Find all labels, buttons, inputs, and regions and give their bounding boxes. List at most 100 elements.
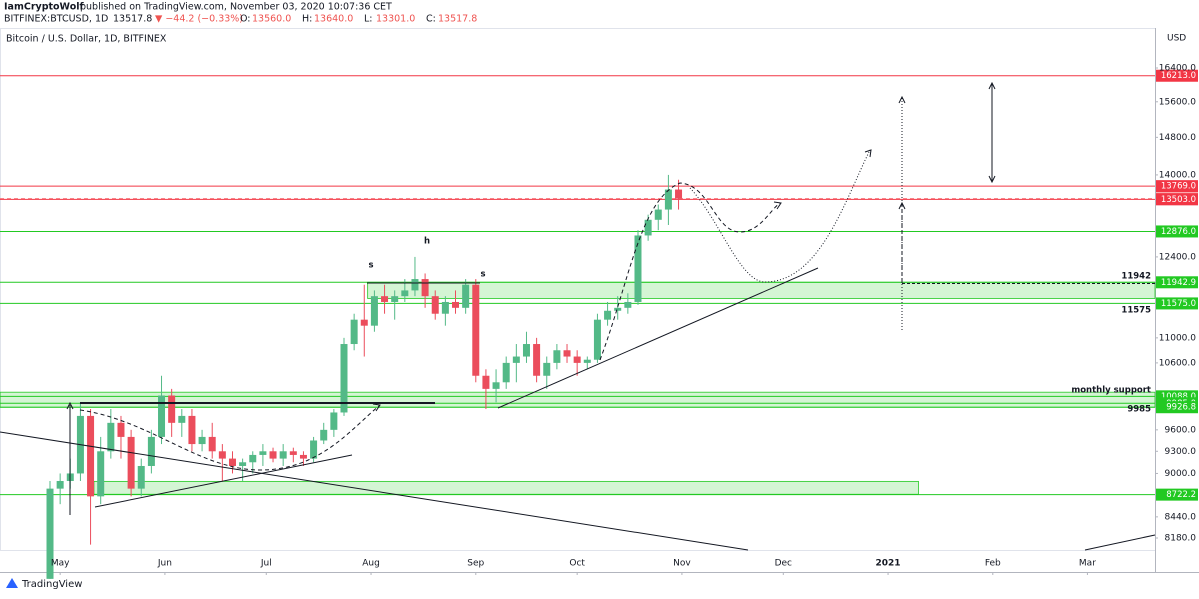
candle-body — [401, 290, 409, 297]
candle-body — [604, 310, 612, 320]
candle-body — [299, 454, 307, 459]
x-tick-label: Jul — [260, 559, 272, 569]
candle-body — [168, 395, 176, 423]
drawings — [0, 81, 1156, 551]
candle-body — [208, 436, 216, 452]
ohlc-value: 13301.0 — [376, 14, 415, 25]
candle-body — [543, 362, 551, 376]
y-tick-label: 8440.0 — [1165, 512, 1197, 522]
level-box — [1156, 401, 1198, 414]
candle-body — [644, 219, 652, 236]
candle-body — [411, 279, 419, 291]
candle-body — [522, 344, 530, 357]
candle-body — [675, 189, 683, 199]
candle-body — [340, 344, 348, 413]
ohlc-value: 13517.8 — [438, 14, 477, 25]
chart-title: Bitcoin / U.S. Dollar, 1D, BITFINEX — [6, 34, 167, 45]
author: IamCryptoWolf — [4, 2, 84, 13]
candle-body — [533, 344, 541, 376]
level-label: 9926.8 — [1166, 403, 1196, 413]
x-tick-label: Feb — [985, 559, 1001, 569]
candle-body — [553, 350, 561, 363]
candle-body — [381, 296, 389, 302]
candle-body — [330, 412, 338, 430]
ohlc-label: O: — [240, 14, 251, 25]
x-tick-label: Mar — [1079, 559, 1096, 569]
level-label: 13503.0 — [1161, 195, 1196, 205]
candle-body — [654, 209, 662, 220]
candle-body — [56, 480, 64, 489]
candle-body — [452, 301, 460, 308]
candle-body — [593, 319, 601, 360]
logo — [6, 578, 18, 588]
y-tick-label: 11000.0 — [1159, 333, 1196, 343]
level-label: 12876.0 — [1161, 227, 1196, 237]
candle-body — [239, 462, 247, 466]
zone — [367, 281, 1156, 299]
y-tick-label: 10600.0 — [1159, 358, 1196, 368]
y-tick-label: 12400.0 — [1159, 252, 1196, 262]
candle-body — [431, 296, 439, 314]
annotation: 11942 — [1121, 272, 1151, 282]
symbol: BITFINEX:BTCUSD, 1D — [4, 14, 108, 25]
y-tick-label: 15600.0 — [1159, 97, 1196, 107]
candle-body — [472, 284, 480, 376]
ohlc-value: 13640.0 — [314, 14, 353, 25]
level-label: 16213.0 — [1161, 71, 1196, 81]
candle-body — [563, 350, 571, 357]
candle-body — [370, 296, 378, 326]
x-tick-label: Nov — [673, 559, 691, 569]
brand: TradingView — [21, 579, 82, 590]
annotation: s — [368, 261, 373, 271]
annotation: monthly support — [1071, 386, 1151, 396]
candle-body — [634, 235, 642, 302]
candle-body — [198, 436, 206, 445]
x-tick-label: 2021 — [876, 559, 901, 569]
candle-body — [158, 395, 166, 437]
candle-body — [259, 451, 267, 455]
y-tick-label: 16400.0 — [1159, 63, 1196, 73]
last-price: 13517.8 — [113, 14, 152, 25]
level-label: 11942.9 — [1161, 278, 1196, 288]
candle-body — [624, 301, 632, 308]
level-box — [1156, 488, 1198, 501]
x-tick-label: Dec — [775, 559, 792, 569]
candle-body — [512, 356, 520, 363]
candle-body — [441, 301, 449, 314]
level-box — [1156, 225, 1198, 238]
candle-body — [249, 454, 257, 463]
ohlc: O: 13560.0 H: 13640.0 L: 13301.0 C: 13517.8 — [240, 14, 477, 25]
candle-body — [360, 319, 368, 326]
candle-body — [289, 451, 297, 455]
level-label: 10088.0 — [1161, 392, 1196, 402]
candle-body — [87, 415, 95, 497]
candle-body — [614, 307, 622, 311]
level-box — [1156, 69, 1198, 82]
x-tick-label: Jun — [157, 559, 172, 569]
candle-body — [46, 488, 54, 579]
candle-body — [147, 436, 155, 466]
published: published on TradingView.com, November 0… — [80, 2, 392, 13]
currency: USD — [1167, 34, 1186, 44]
candle-body — [583, 359, 591, 363]
level-label: 8722.2 — [1166, 490, 1196, 500]
candle-body — [482, 375, 490, 389]
y-tick-label: 8180.0 — [1165, 533, 1197, 543]
level-box — [1156, 297, 1198, 310]
level-box — [1156, 193, 1198, 206]
candle-body — [320, 429, 328, 441]
candle-body — [310, 440, 318, 459]
candle-body — [502, 362, 510, 383]
candle-body — [117, 422, 125, 437]
candle-body — [391, 296, 399, 302]
candle-body — [350, 319, 358, 345]
level-label: 11575.0 — [1161, 299, 1196, 309]
candle-body — [188, 415, 196, 445]
candle-body — [573, 356, 581, 363]
candle-body — [218, 451, 226, 459]
candle-body — [279, 451, 287, 459]
annotation: 9985 — [1127, 405, 1151, 415]
x-tick-label: Sep — [467, 559, 484, 569]
candle-body — [107, 422, 115, 452]
